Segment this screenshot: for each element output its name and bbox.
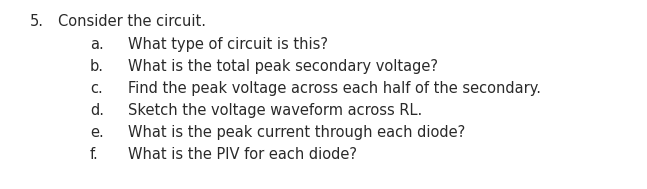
Text: c.: c. xyxy=(90,81,103,96)
Text: Consider the circuit.: Consider the circuit. xyxy=(58,14,206,29)
Text: Find the peak voltage across each half of the secondary.: Find the peak voltage across each half o… xyxy=(128,81,541,96)
Text: What is the peak current through each diode?: What is the peak current through each di… xyxy=(128,125,465,140)
Text: e.: e. xyxy=(90,125,104,140)
Text: a.: a. xyxy=(90,37,104,52)
Text: b.: b. xyxy=(90,59,104,74)
Text: What is the total peak secondary voltage?: What is the total peak secondary voltage… xyxy=(128,59,438,74)
Text: 5.: 5. xyxy=(30,14,44,29)
Text: d.: d. xyxy=(90,103,104,118)
Text: What is the PIV for each diode?: What is the PIV for each diode? xyxy=(128,147,357,162)
Text: Sketch the voltage waveform across RL.: Sketch the voltage waveform across RL. xyxy=(128,103,422,118)
Text: What type of circuit is this?: What type of circuit is this? xyxy=(128,37,328,52)
Text: f.: f. xyxy=(90,147,99,162)
